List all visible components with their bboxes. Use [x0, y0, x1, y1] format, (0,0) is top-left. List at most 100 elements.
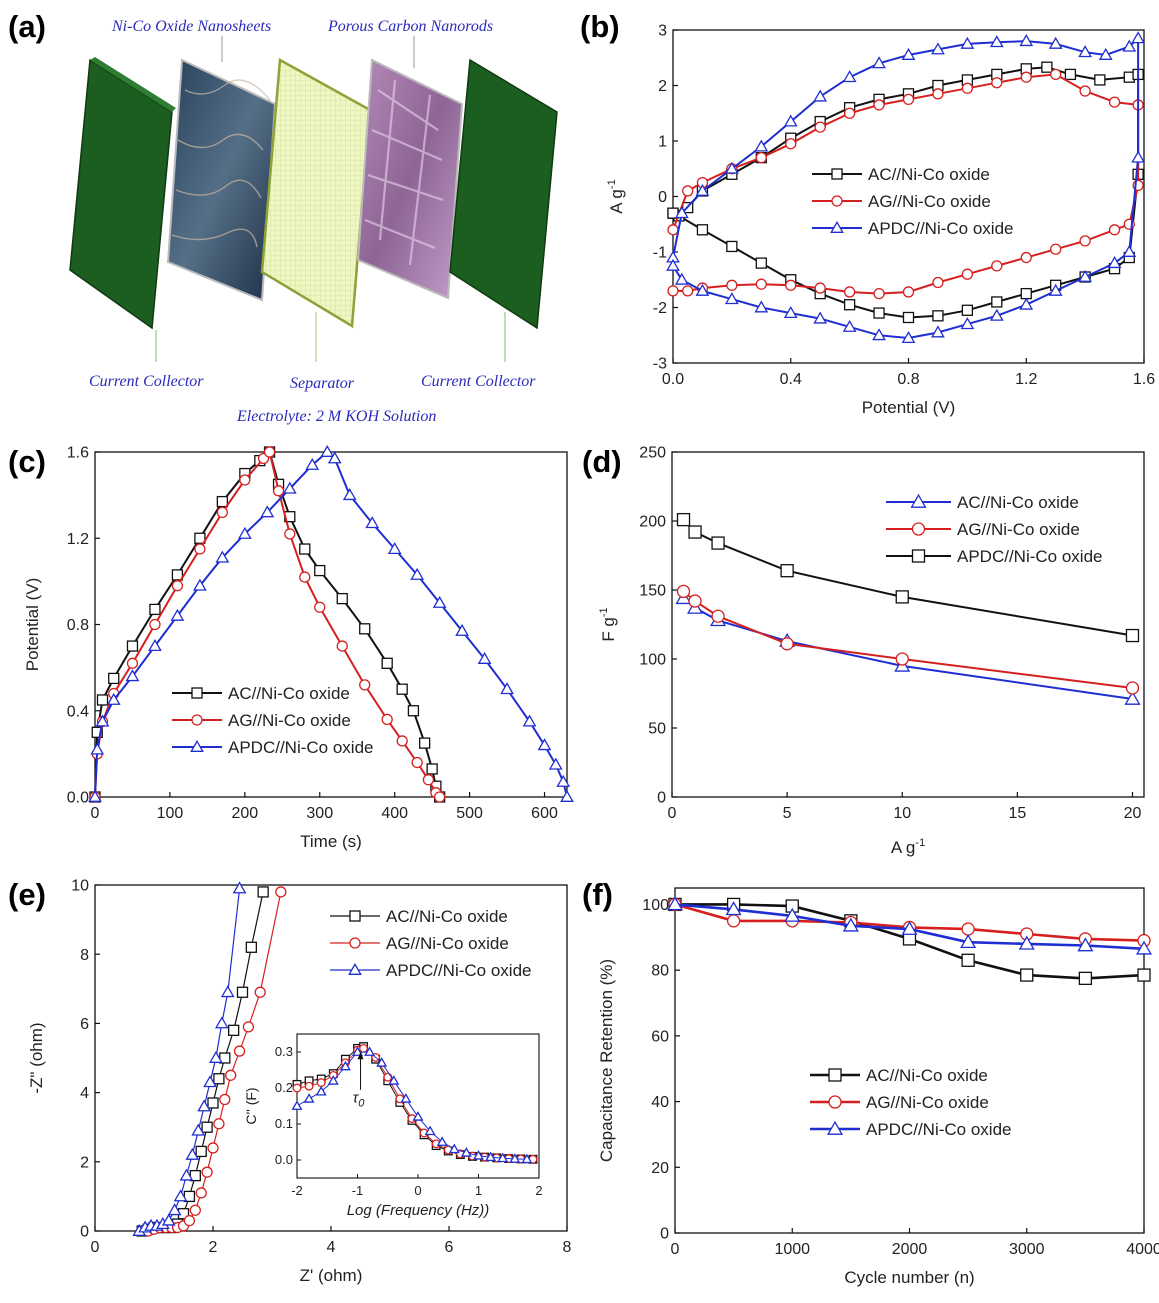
- y-tick-label: 0: [657, 790, 666, 807]
- x-tick-label: 15: [1008, 805, 1026, 822]
- data-point: [185, 1147, 200, 1160]
- data-point: [695, 183, 710, 196]
- x-tick-label: 8: [563, 1239, 572, 1256]
- legend-label: APDC//Ni-Co oxide: [228, 738, 374, 757]
- x-tick-label: 500: [456, 805, 483, 822]
- inset-data-point: [509, 1153, 521, 1163]
- data-point: [695, 283, 710, 296]
- current-collector-left-edge: [90, 57, 176, 112]
- data-point: [216, 495, 229, 508]
- data-point: [336, 592, 348, 605]
- data-point: [207, 1142, 219, 1154]
- inset-data-point: [292, 1083, 302, 1093]
- data-point: [411, 756, 423, 769]
- series-1: [667, 68, 1144, 300]
- x-tick-label: 1.2: [1015, 371, 1037, 388]
- data-point: [254, 986, 266, 998]
- inset-data-point: [383, 1072, 393, 1082]
- data-point: [872, 328, 886, 341]
- data-point: [195, 1145, 207, 1158]
- tau-annotation-sub: 0: [358, 1097, 365, 1109]
- data-point: [1122, 244, 1137, 257]
- legend-label: AC//Ni-Co oxide: [957, 493, 1079, 512]
- x-axis-label: Cycle number (n): [844, 1268, 974, 1287]
- series-line: [672, 73, 1140, 295]
- inset-data-point: [327, 1075, 339, 1085]
- data-point: [1108, 96, 1121, 108]
- data-point: [432, 595, 447, 608]
- y-axis-label: -Z" (ohm): [27, 1022, 46, 1093]
- inset-data-point: [448, 1143, 460, 1154]
- data-point: [1078, 971, 1093, 986]
- data-point: [688, 594, 702, 608]
- legend-label: AG//Ni-Co oxide: [957, 520, 1080, 539]
- legend-label: APDC//Ni-Co oxide: [868, 219, 1014, 238]
- y-axis-label: Potential (V): [23, 578, 42, 672]
- x-tick-label: 400: [381, 805, 408, 822]
- data-point: [1077, 937, 1094, 952]
- data-point: [755, 257, 767, 269]
- data-point: [194, 532, 206, 544]
- data-point: [1019, 297, 1034, 310]
- data-point: [257, 886, 269, 898]
- legend: AC//Ni-Co oxide AG//Ni-Co oxide APDC//Ni-C…: [812, 165, 1014, 238]
- data-point: [560, 789, 574, 802]
- data-point: [1125, 681, 1140, 695]
- x-tick-label: 0: [91, 805, 100, 822]
- label-separator: Separator: [290, 375, 355, 392]
- legend-label: AG//Ni-Co oxide: [386, 934, 509, 953]
- y-axis-label: A g-1: [606, 179, 626, 213]
- panel-label-c: (c): [8, 444, 46, 479]
- data-point: [1079, 85, 1091, 97]
- y-tick-label: 2: [658, 78, 667, 95]
- inset-y-tick-label: 0.1: [275, 1116, 293, 1131]
- legend-marker: [910, 493, 927, 508]
- y-axis-label-sup: -1: [606, 179, 618, 189]
- data-point: [1019, 34, 1034, 47]
- data-point: [125, 669, 140, 682]
- data-point: [197, 1099, 212, 1112]
- data-point: [216, 506, 229, 519]
- data-point: [961, 922, 975, 936]
- inset-y-tick-label: 0.2: [275, 1080, 293, 1095]
- data-point: [674, 206, 689, 219]
- data-point: [1048, 36, 1063, 49]
- data-point: [932, 276, 944, 289]
- data-point: [674, 272, 689, 285]
- data-point: [236, 986, 249, 998]
- y-tick-label: 0: [658, 189, 667, 206]
- legend-marker: [828, 1068, 842, 1082]
- data-point: [1125, 628, 1140, 643]
- y-tick-label: 100: [639, 652, 666, 669]
- data-point: [1050, 243, 1062, 255]
- data-point: [1137, 968, 1151, 982]
- data-point: [754, 139, 769, 152]
- data-point: [1107, 256, 1122, 269]
- label-nanorods: Porous Carbon Nanorods: [327, 18, 493, 35]
- data-point: [902, 286, 915, 298]
- data-point: [149, 618, 161, 631]
- legend-label: APDC//Ni-Co oxide: [957, 547, 1103, 566]
- data-point: [960, 934, 977, 949]
- x-tick-label: 0.8: [897, 371, 919, 388]
- nanorod-electrode: [356, 58, 464, 300]
- data-point: [419, 737, 431, 749]
- x-tick-label: 100: [157, 805, 184, 822]
- data-point: [433, 791, 446, 803]
- x-tick-label: 1.6: [1133, 371, 1155, 388]
- panel-a: (a) Ni-Co Oxide Nanosheets Porous Carbon…: [8, 9, 558, 425]
- inset-data-point: [485, 1151, 497, 1162]
- charts-layer: 0.0 0.4 0.8 1.2 1.6 -3 -2 -1 0 1 2 3 Potential (V) A …: [23, 23, 1159, 1287]
- legend: AC//Ni-Co oxide AG//Ni-Co oxide APDC//Ni-C…: [810, 1066, 1012, 1139]
- x-tick-label: 300: [306, 805, 333, 822]
- data-point: [126, 640, 139, 652]
- series-2: [666, 31, 1145, 343]
- data-point: [193, 578, 207, 591]
- data-point: [161, 1213, 176, 1226]
- x-axis-label: Time (s): [300, 832, 362, 851]
- data-point: [126, 657, 139, 669]
- series-0: [136, 886, 269, 1237]
- inset-y-tick-label: 0.3: [275, 1044, 293, 1059]
